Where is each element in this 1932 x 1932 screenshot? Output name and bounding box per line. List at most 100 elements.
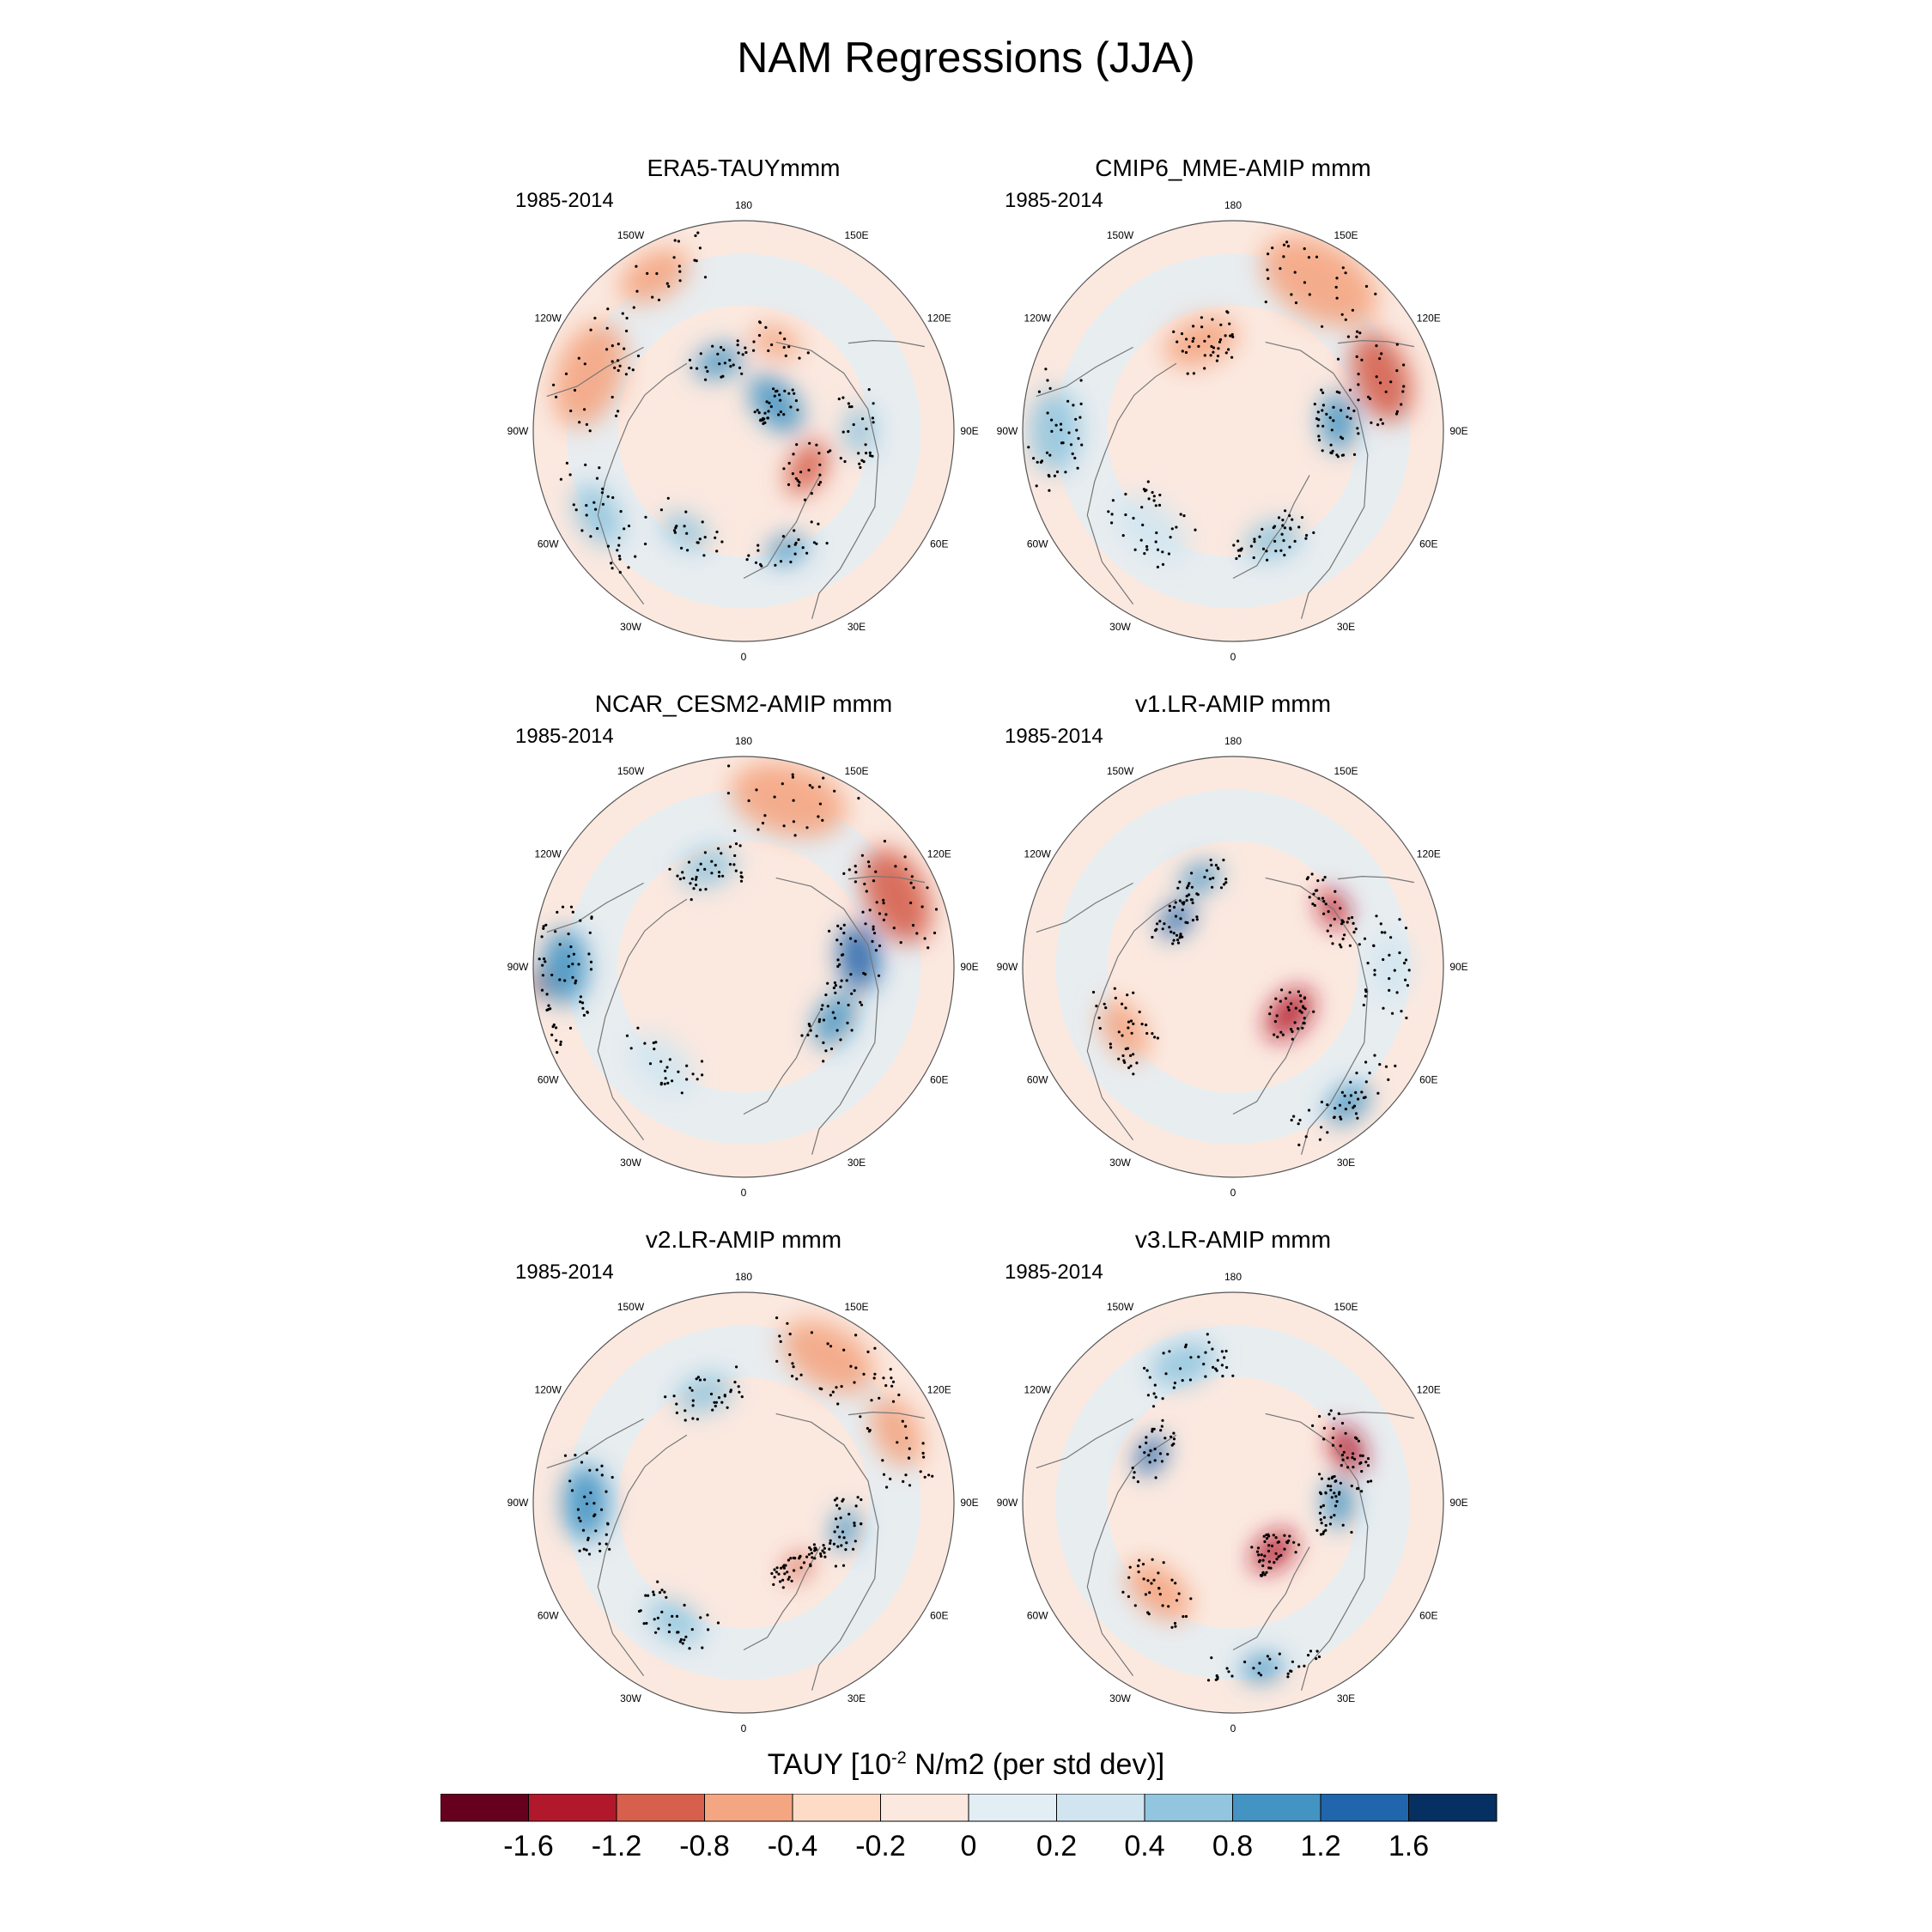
stipple-dot	[644, 515, 647, 519]
stipple-dot	[701, 1073, 704, 1077]
stipple-dot	[1127, 1020, 1131, 1024]
stipple-dot	[915, 932, 919, 935]
stipple-dot	[1313, 403, 1316, 406]
stipple-dot	[1064, 471, 1067, 474]
stipple-dot	[715, 530, 719, 534]
stipple-dot	[892, 927, 896, 930]
longitude-label: 150E	[844, 1301, 868, 1313]
stipple-dot	[854, 865, 857, 868]
stipple-dot	[606, 307, 610, 311]
stipple-dot	[818, 1018, 822, 1021]
stipple-dot	[587, 1552, 592, 1556]
longitude-label: 90E	[960, 961, 978, 973]
stipple-dot	[1286, 245, 1291, 248]
stipple-dot	[806, 1033, 810, 1036]
stipple-dot	[1284, 509, 1287, 513]
stipple-dot	[836, 924, 840, 927]
stipple-dot	[865, 427, 868, 431]
stipple-dot	[1222, 859, 1225, 862]
stipple-dot	[822, 776, 825, 780]
stipple-dot	[853, 1381, 856, 1384]
stipple-dot	[740, 372, 744, 375]
stipple-dot	[636, 354, 641, 358]
stipple-dot	[611, 1475, 614, 1479]
stipple-dot	[872, 879, 876, 883]
stipple-dot	[1232, 544, 1236, 547]
stipple-dot	[726, 792, 730, 795]
stipple-dot	[1157, 1587, 1161, 1590]
stipple-dot	[678, 279, 682, 283]
stipple-dot	[1369, 397, 1372, 400]
stipple-dot	[726, 1406, 729, 1409]
stipple-dot	[907, 1456, 910, 1460]
stipple-dot	[1179, 1367, 1182, 1370]
stipple-dot	[1203, 367, 1206, 370]
colorbar-tick-label: -0.4	[768, 1830, 818, 1862]
stipple-dot	[584, 463, 587, 466]
stipple-dot	[1274, 1552, 1278, 1555]
stipple-dot	[704, 366, 708, 369]
stipple-dot	[1326, 1103, 1329, 1107]
coastline	[1086, 898, 1177, 1140]
stipple-dot	[883, 840, 886, 843]
stipple-dot	[1330, 428, 1334, 432]
stipple-dot	[882, 1473, 886, 1476]
stipple-dot	[739, 871, 743, 874]
anomaly-region	[662, 513, 709, 550]
stipple-dot	[552, 383, 556, 386]
stipple-dot	[688, 358, 692, 361]
stipple-dot	[1380, 352, 1383, 355]
stipple-dot	[711, 1408, 714, 1412]
stipple-dot	[1151, 1405, 1156, 1408]
stipple-dot	[815, 1548, 818, 1552]
stipple-dot	[1153, 1459, 1157, 1462]
longitude-label: 60E	[1419, 538, 1437, 550]
stipple-dot	[754, 561, 758, 564]
stipple-dot	[695, 259, 698, 263]
stipple-dot	[710, 872, 714, 875]
stipple-dot	[782, 413, 786, 416]
stipple-dot	[872, 1376, 876, 1380]
stipple-dot	[1300, 516, 1304, 519]
stipple-dot	[1216, 355, 1220, 358]
stipple-dot	[811, 1556, 814, 1559]
stipple-dot	[1301, 1026, 1304, 1030]
stipple-dot	[919, 1470, 922, 1473]
stipple-dot	[1124, 1006, 1127, 1010]
longitude-label: 150W	[1107, 765, 1134, 777]
stipple-dot	[683, 1638, 686, 1642]
stipple-dot	[581, 1006, 585, 1010]
stipple-dot	[1403, 962, 1406, 965]
map-boundary	[1022, 220, 1444, 642]
stippling	[538, 764, 939, 1095]
stipple-dot	[858, 462, 861, 465]
stipple-dot	[1327, 1484, 1330, 1488]
stipple-dot	[1273, 1033, 1276, 1036]
stipple-dot	[835, 1497, 839, 1500]
stipple-dot	[1320, 388, 1323, 392]
stipple-dot	[1149, 1449, 1152, 1452]
stipple-dot	[696, 1418, 699, 1421]
stipple-dot	[772, 387, 775, 391]
stipple-dot	[1177, 1592, 1181, 1595]
stipple-dot	[1141, 1563, 1145, 1566]
stipple-dot	[1191, 339, 1194, 343]
stipple-dot	[1097, 1016, 1101, 1019]
stipple-dot	[1109, 1042, 1112, 1046]
stipple-dot	[1315, 1528, 1319, 1532]
stipple-dot	[1255, 1550, 1260, 1553]
stipple-dot	[1172, 906, 1176, 909]
stipple-dot	[839, 943, 843, 946]
stipple-dot	[1121, 1054, 1125, 1058]
colorbar-swatch	[1321, 1794, 1409, 1821]
stipple-dot	[587, 952, 591, 956]
stipple-dot	[1334, 890, 1337, 893]
stipple-dot	[849, 973, 853, 976]
stipple-dot	[839, 1038, 842, 1042]
stipple-dot	[1186, 921, 1189, 925]
colorbar-tick-label: 0.8	[1212, 1830, 1253, 1862]
stipple-dot	[717, 847, 720, 850]
anomaly-region	[1135, 1436, 1167, 1475]
stipple-dot	[623, 527, 626, 531]
stipple-dot	[1127, 1066, 1131, 1070]
